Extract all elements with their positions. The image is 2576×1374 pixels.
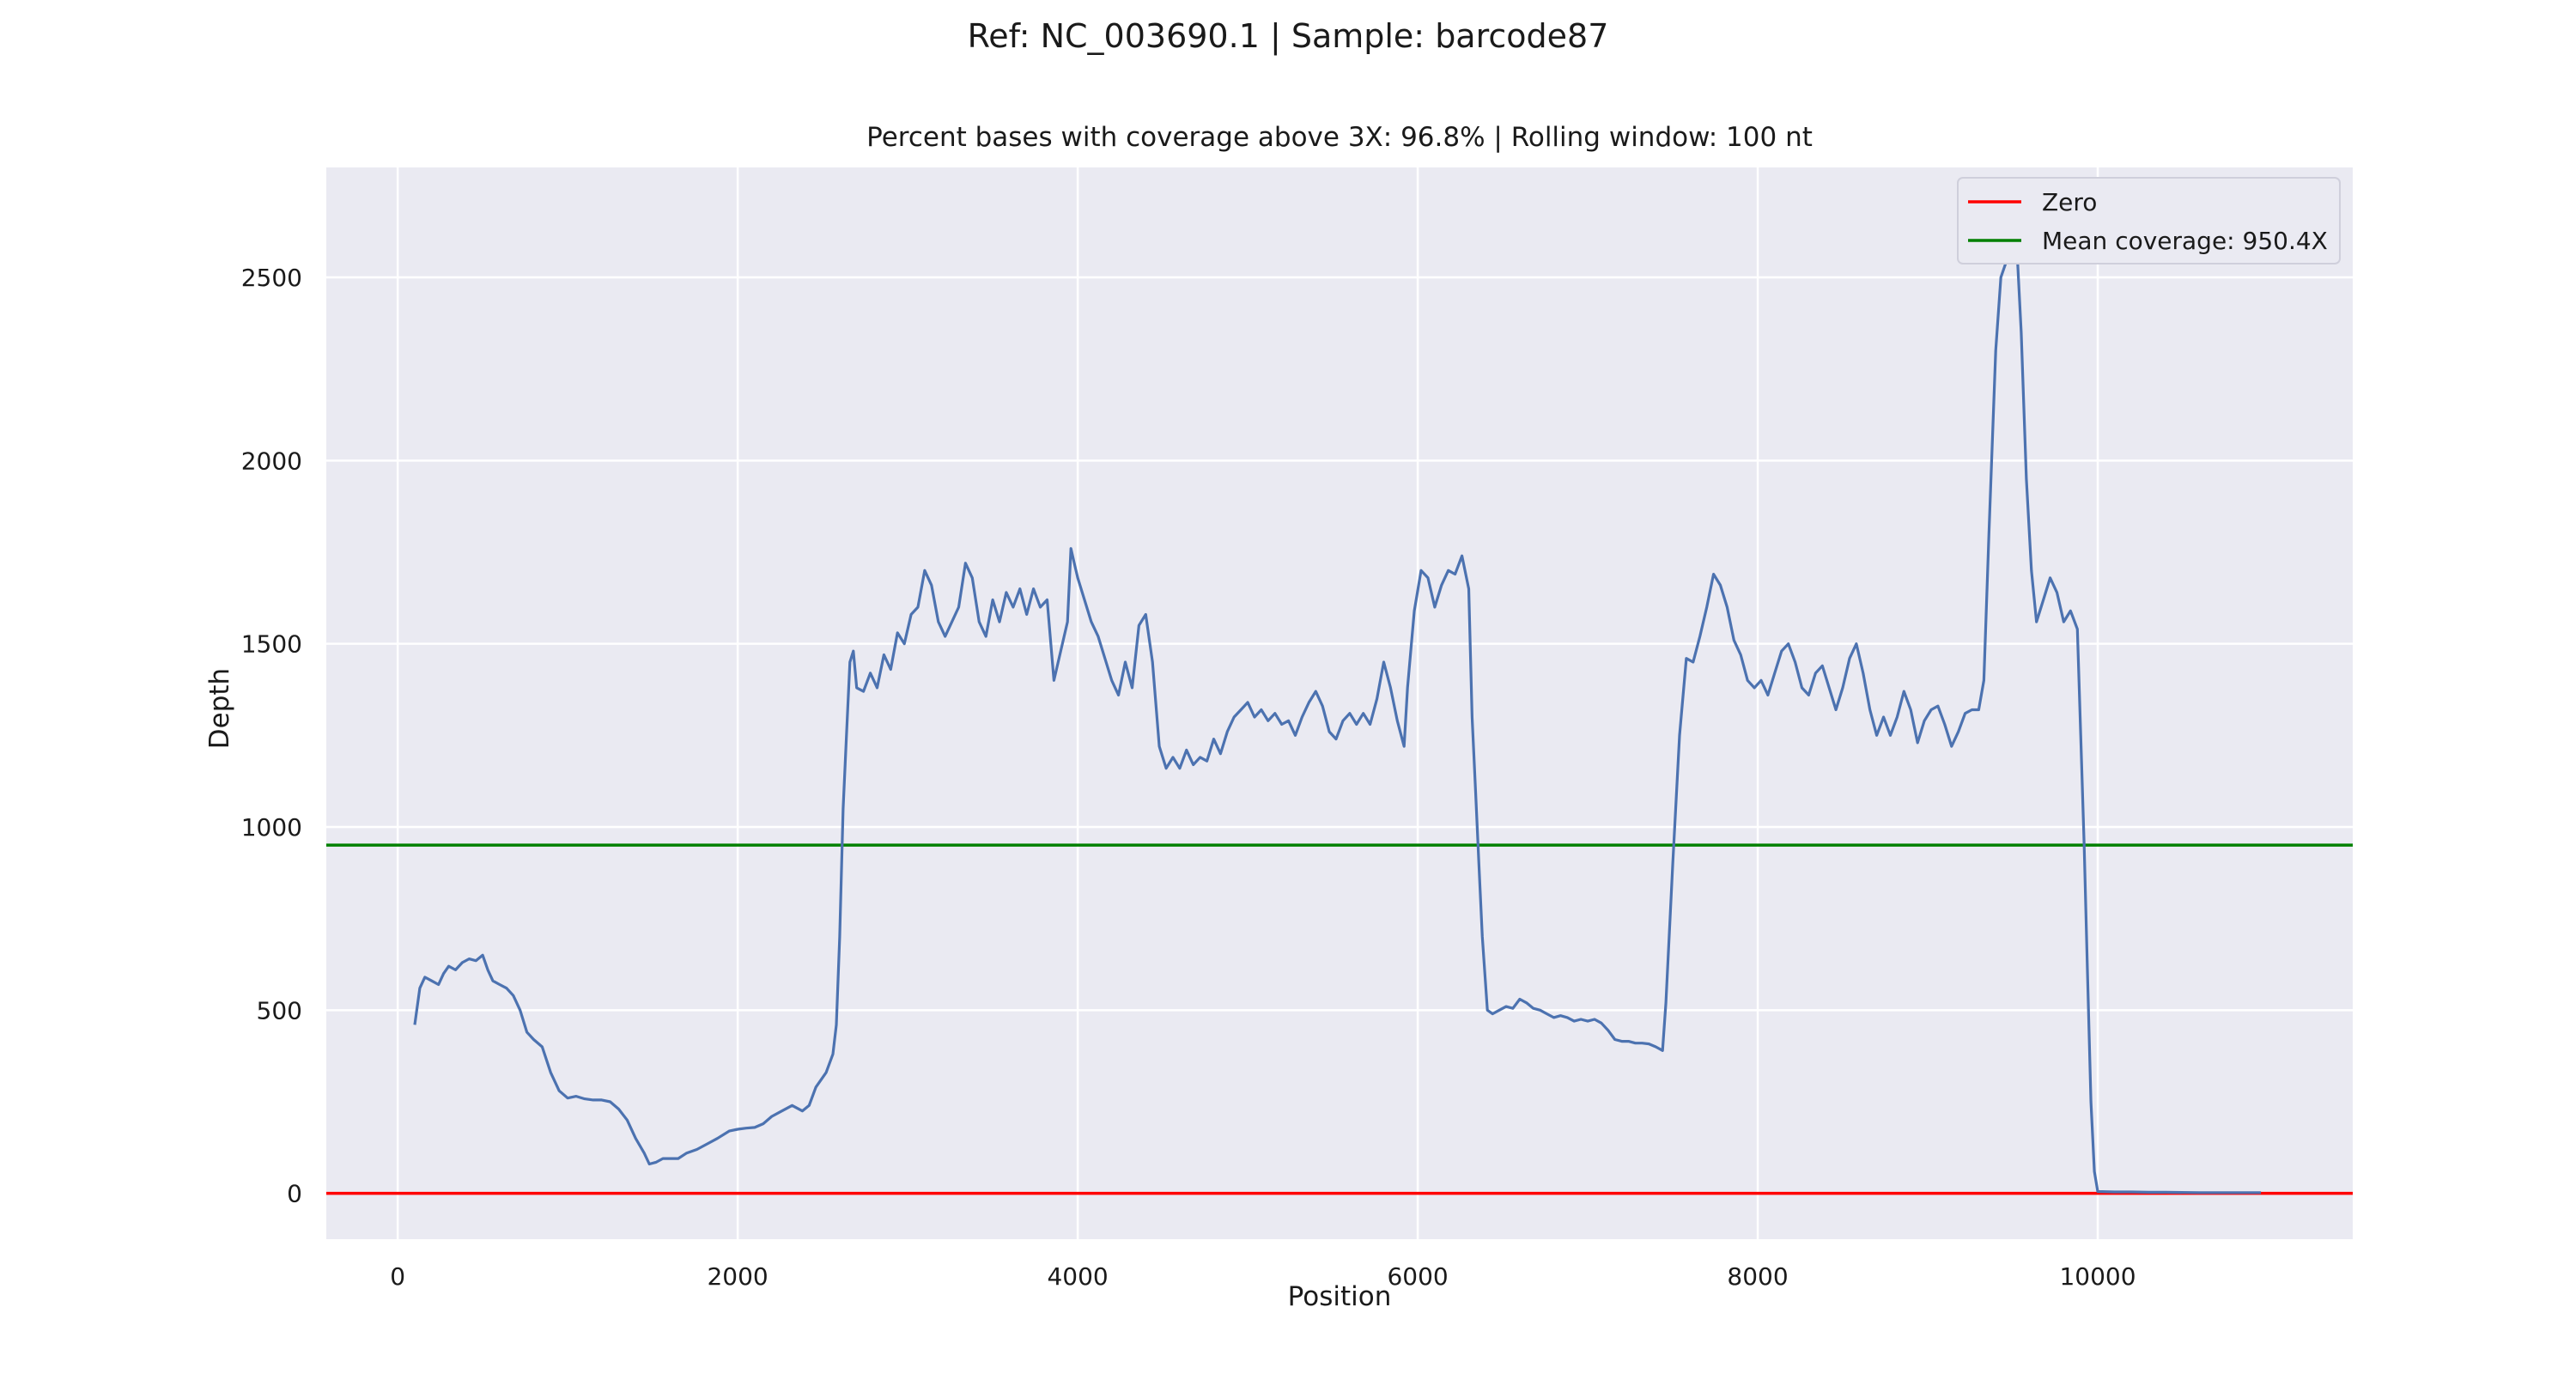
x-tick-label: 2000 bbox=[707, 1262, 768, 1291]
legend: Zero Mean coverage: 950.4X bbox=[1957, 177, 2341, 264]
y-tick-label: 2500 bbox=[241, 264, 302, 292]
y-tick-label: 0 bbox=[287, 1180, 302, 1208]
x-tick-label: 10000 bbox=[2059, 1262, 2136, 1291]
legend-label-mean-coverage: Mean coverage: 950.4X bbox=[2042, 227, 2328, 255]
x-axis-ticks: 0 2000 4000 6000 8000 10000 bbox=[390, 1262, 2136, 1291]
y-axis-label: Depth bbox=[204, 668, 235, 749]
y-axis-ticks: 0 500 1000 1500 2000 2500 bbox=[241, 264, 302, 1208]
legend-label-zero: Zero bbox=[2042, 188, 2097, 216]
x-axis-label: Position bbox=[1288, 1281, 1392, 1312]
figure-suptitle: Ref: NC_003690.1 | Sample: barcode87 bbox=[967, 17, 1609, 55]
x-tick-label: 4000 bbox=[1047, 1262, 1108, 1291]
y-tick-label: 1000 bbox=[241, 813, 302, 842]
y-tick-label: 2000 bbox=[241, 447, 302, 475]
plot-area bbox=[326, 167, 2353, 1239]
y-tick-label: 1500 bbox=[241, 630, 302, 659]
depth-series-line bbox=[413, 221, 2262, 1195]
axes-title: Percent bases with coverage above 3X: 96… bbox=[866, 122, 1813, 153]
reference-lines bbox=[326, 843, 2353, 1195]
x-tick-label: 6000 bbox=[1387, 1262, 1448, 1291]
x-tick-label: 0 bbox=[390, 1262, 405, 1291]
series-layer bbox=[413, 221, 2262, 1195]
legend-box bbox=[1957, 177, 2341, 264]
x-tick-label: 8000 bbox=[1727, 1262, 1788, 1291]
y-tick-label: 500 bbox=[257, 996, 302, 1024]
